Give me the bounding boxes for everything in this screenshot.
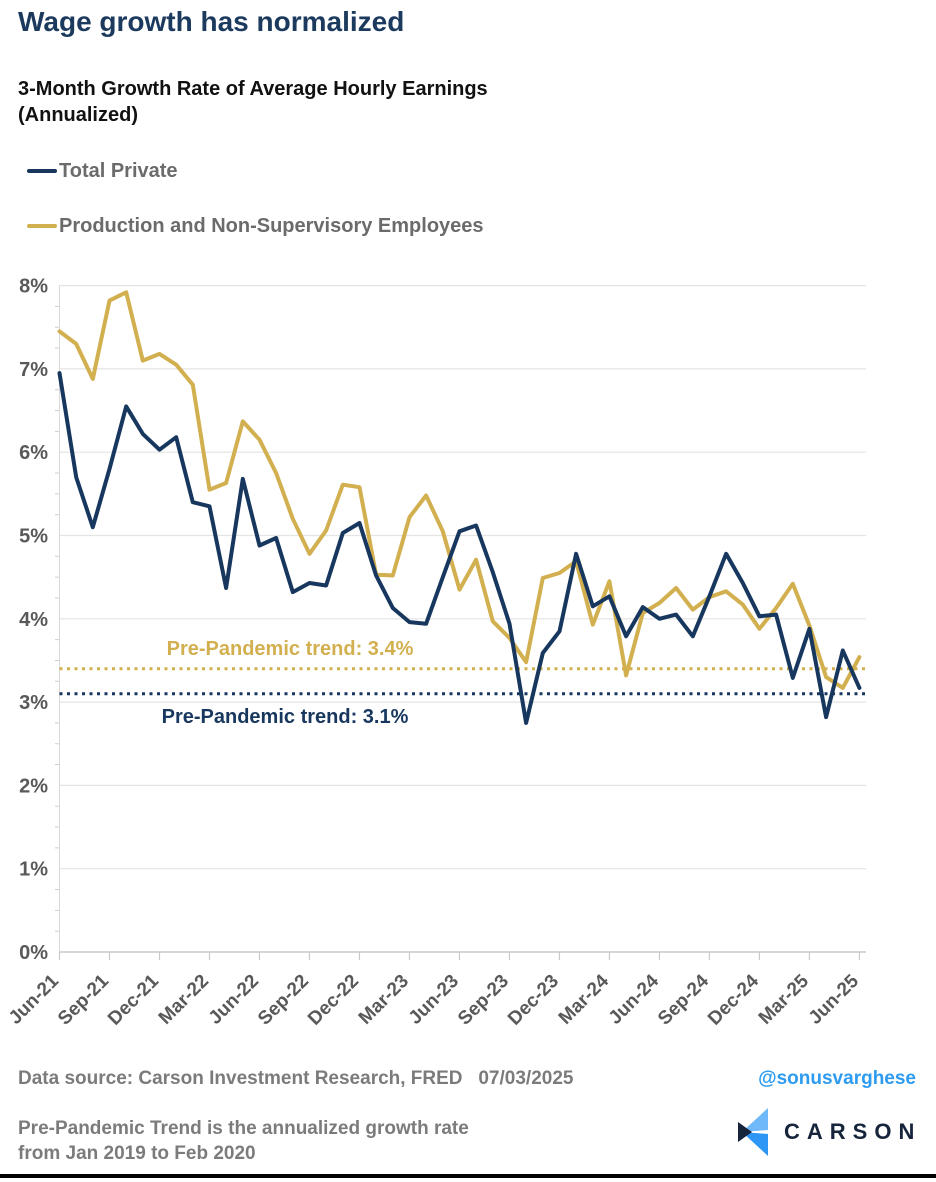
data-source-text: Data source: Carson Investment Research,… xyxy=(18,1068,574,1089)
x-axis-label-Jun-23: Jun-23 xyxy=(405,971,463,1029)
x-axis-label-Dec-24: Dec-24 xyxy=(704,970,763,1029)
y-axis-label-5%: 5% xyxy=(19,526,48,548)
x-axis-label-Jun-22: Jun-22 xyxy=(205,971,263,1029)
x-axis-label-Dec-21: Dec-21 xyxy=(104,970,163,1029)
y-axis-label-8%: 8% xyxy=(19,276,48,298)
y-axis-label-4%: 4% xyxy=(19,609,48,631)
legend-item-total-private: Total Private xyxy=(27,158,484,184)
production-line-swatch xyxy=(27,224,57,228)
carson-logo-icon xyxy=(738,1108,768,1156)
legend-label-total-private: Total Private xyxy=(59,159,178,182)
production-and-non-supervisory-employees-line xyxy=(57,290,862,690)
carson-wordmark: CARSON xyxy=(784,1119,922,1144)
trend-definition-note: Pre-Pandemic Trend is the annualized gro… xyxy=(18,1116,469,1166)
y-axis-label-1%: 1% xyxy=(19,859,48,881)
x-axis-label-Sep-23: Sep-23 xyxy=(454,971,513,1030)
x-axis-label-Mar-25: Mar-25 xyxy=(755,970,813,1028)
x-axis-label-Sep-24: Sep-24 xyxy=(654,970,713,1029)
y-axis-label-2%: 2% xyxy=(19,775,48,797)
x-axis-label-Jun-21: Jun-21 xyxy=(5,970,63,1028)
pre-pandemic-trend-label-3.1: Pre-Pandemic trend: 3.1% xyxy=(162,706,409,728)
page-title: Wage growth has normalized xyxy=(18,6,405,37)
carson-brand: CARSON xyxy=(738,1108,921,1156)
pre-pandemic-trend-label-3.4: Pre-Pandemic trend: 3.4% xyxy=(167,638,414,660)
twitter-handle-link[interactable]: @sonusvarghese xyxy=(758,1068,916,1089)
x-axis-label-Mar-22: Mar-22 xyxy=(155,971,213,1029)
trend-definition-note-line1: Pre-Pandemic Trend is the annualized gro… xyxy=(18,1118,469,1139)
x-axis-label-Sep-21: Sep-21 xyxy=(54,970,113,1029)
x-axis-label-Mar-23: Mar-23 xyxy=(355,971,413,1029)
wage-growth-line-chart: 0%1%2%3%4%5%6%7%8%Jun-21Sep-21Dec-21Mar-… xyxy=(5,276,866,1030)
legend-label-production: Production and Non-Supervisory Employees xyxy=(59,214,484,237)
x-axis-label-Dec-22: Dec-22 xyxy=(304,971,363,1030)
y-axis-label-6%: 6% xyxy=(19,442,48,464)
x-axis-label-Jun-25: Jun-25 xyxy=(805,970,863,1028)
trend-definition-note-line2: from Jan 2019 to Feb 2020 xyxy=(18,1143,256,1164)
x-axis-label-Dec-23: Dec-23 xyxy=(504,971,563,1030)
chart-subtitle: 3-Month Growth Rate of Average Hourly Ea… xyxy=(18,76,488,128)
chart-subtitle-line2: (Annualized) xyxy=(18,104,138,126)
bottom-divider xyxy=(0,1174,936,1178)
chart-subtitle-line1: 3-Month Growth Rate of Average Hourly Ea… xyxy=(18,78,488,100)
y-axis-label-7%: 7% xyxy=(19,359,48,381)
legend-item-production: Production and Non-Supervisory Employees xyxy=(27,213,484,239)
y-axis-label-3%: 3% xyxy=(19,692,48,714)
y-axis-label-0%: 0% xyxy=(19,942,48,964)
chart-legend: Total Private Production and Non-Supervi… xyxy=(27,158,484,268)
total-private-line xyxy=(57,371,862,725)
x-axis-label-Sep-22: Sep-22 xyxy=(254,971,313,1030)
total-private-line-swatch xyxy=(27,169,57,173)
x-axis-label-Mar-24: Mar-24 xyxy=(555,970,613,1028)
x-axis-label-Jun-24: Jun-24 xyxy=(605,970,663,1028)
